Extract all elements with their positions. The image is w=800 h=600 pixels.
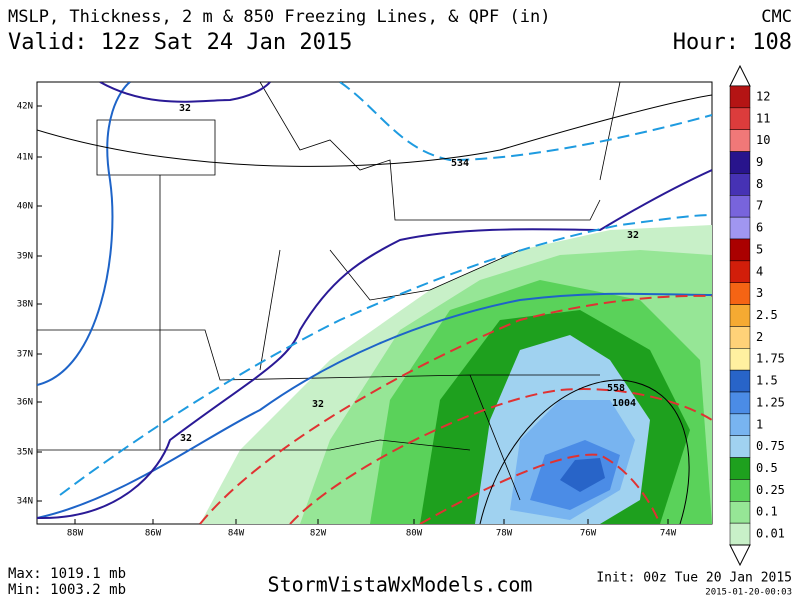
lon-label: 82W <box>310 529 327 539</box>
legend-label: 2.5 <box>756 308 778 322</box>
lon-label: 74W <box>660 529 677 539</box>
lon-label: 84W <box>228 529 245 539</box>
legend-label: 3 <box>756 286 763 300</box>
legend-swatch <box>729 501 751 524</box>
title: MSLP, Thickness, 2 m & 850 Freezing Line… <box>8 7 550 27</box>
legend-swatch <box>729 151 751 174</box>
lon-label: 86W <box>145 529 162 539</box>
model: CMC <box>761 7 792 27</box>
timestamp: 2015-01-20-00:03 <box>705 588 792 598</box>
legend-swatch <box>729 216 751 240</box>
lon-label: 76W <box>580 529 597 539</box>
legend-swatch <box>729 195 751 218</box>
lat-label: 35N <box>17 448 33 458</box>
min-pressure: Min: 1003.2 mb <box>8 582 126 598</box>
legend-swatch <box>729 85 751 109</box>
legend-label: 1 <box>756 417 763 431</box>
legend-label: 1.75 <box>756 352 785 366</box>
legend-label: 5 <box>756 242 763 256</box>
site-name: StormVistaWxModels.com <box>268 573 533 597</box>
lat-label: 34N <box>17 497 33 507</box>
legend-swatch <box>729 107 751 130</box>
legend-label: 12 <box>756 89 770 103</box>
legend-label: 9 <box>756 155 763 169</box>
legend-swatch <box>729 304 751 327</box>
legend-swatch <box>729 238 751 262</box>
contour-label: 32 <box>312 399 324 410</box>
legend-swatch <box>729 173 751 196</box>
lat-label: 42N <box>17 102 33 112</box>
legend-label: 0.5 <box>756 461 778 475</box>
legend-swatch <box>729 457 751 480</box>
legend-swatch <box>729 435 751 458</box>
legend-swatch <box>729 260 751 283</box>
legend-label: 10 <box>756 133 770 147</box>
contours <box>37 82 712 524</box>
contour-label: 534 <box>451 158 469 169</box>
lon-label: 80W <box>406 529 423 539</box>
legend-swatch <box>729 129 751 152</box>
lon-label: 78W <box>496 529 513 539</box>
legend-label: 1.25 <box>756 395 785 409</box>
legend-label: 6 <box>756 221 763 235</box>
legend-label: 0.1 <box>756 505 778 519</box>
legend-arrow-top <box>729 64 751 87</box>
legend-label: 0.25 <box>756 483 785 497</box>
legend-swatch <box>729 413 751 436</box>
map: 32 534 32 32 32 558 1004 <box>36 81 713 525</box>
contour-label: 558 <box>607 383 625 394</box>
legend-swatch <box>729 348 751 371</box>
lon-label: 88W <box>67 529 84 539</box>
precip-1.5 <box>560 458 605 492</box>
legend-swatch <box>729 282 751 305</box>
contour-label: 32 <box>627 230 639 241</box>
contour-label: 32 <box>180 433 192 444</box>
contour-label: 1004 <box>612 398 636 409</box>
legend-swatch <box>729 391 751 415</box>
legend-swatch <box>729 522 751 546</box>
legend-swatch <box>729 479 751 502</box>
forecast-hour: Hour: 108 <box>673 30 792 55</box>
legend-swatch <box>729 326 751 349</box>
lat-label: 39N <box>17 252 33 262</box>
lat-label: 38N <box>17 300 33 310</box>
legend-label: 8 <box>756 177 763 191</box>
legend-label: 11 <box>756 111 770 125</box>
legend-label: 2 <box>756 330 763 344</box>
max-pressure: Max: 1019.1 mb <box>8 566 126 582</box>
legend-label: 0.01 <box>756 527 785 541</box>
lat-label: 37N <box>17 350 33 360</box>
legend-arrow-bottom <box>729 544 751 567</box>
legend-label: 4 <box>756 264 763 278</box>
contour-label: 32 <box>179 103 191 114</box>
lat-label: 40N <box>17 202 33 212</box>
legend-label: 0.75 <box>756 439 785 453</box>
legend-swatch <box>729 369 751 393</box>
valid-time: Valid: 12z Sat 24 Jan 2015 <box>8 30 352 55</box>
init-time: Init: 00z Tue 20 Jan 2015 <box>596 571 792 586</box>
lat-label: 36N <box>17 398 33 408</box>
legend-label: 1.5 <box>756 374 778 388</box>
lat-label: 41N <box>17 153 33 163</box>
legend-label: 7 <box>756 199 763 213</box>
